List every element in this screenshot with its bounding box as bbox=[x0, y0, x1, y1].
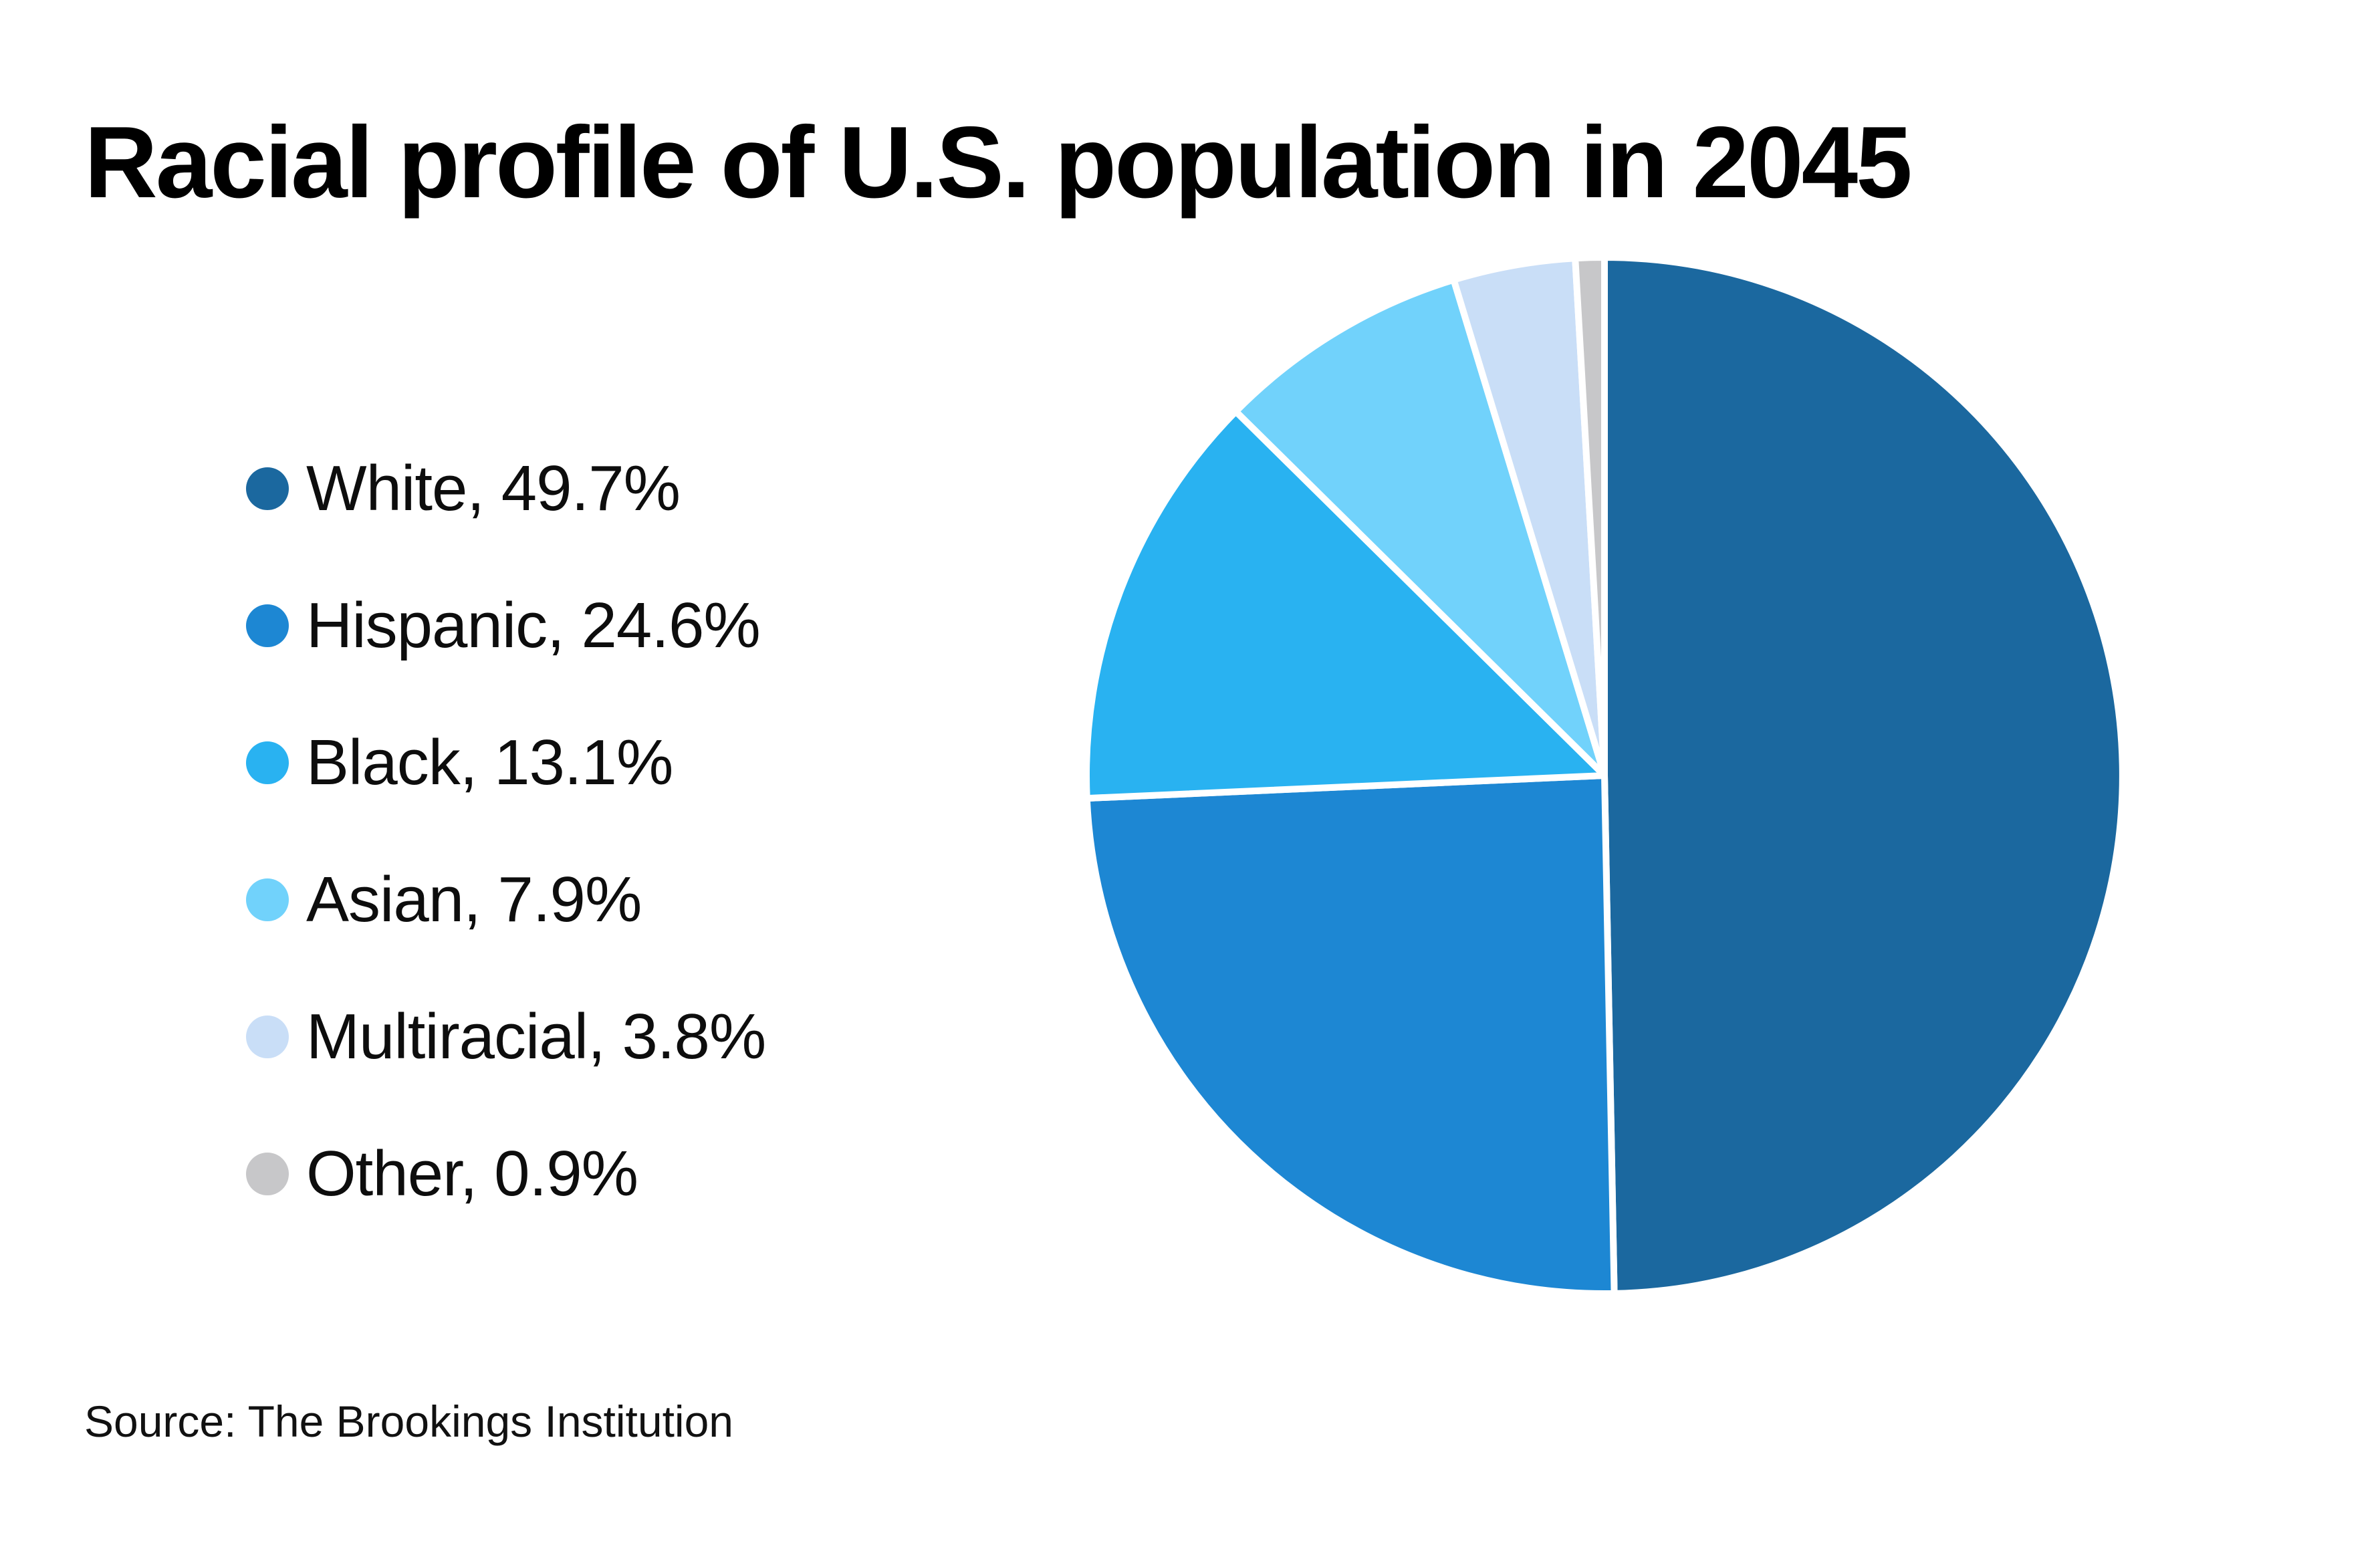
legend-bullet-icon bbox=[246, 878, 289, 921]
legend-item-other: Other, 0.9% bbox=[246, 1105, 765, 1242]
legend-item-asian: Asian, 7.9% bbox=[246, 831, 765, 968]
legend-bullet-icon bbox=[246, 1015, 289, 1058]
pie-slice-hispanic bbox=[1083, 772, 1618, 1297]
pie-slice-asian bbox=[1232, 276, 1608, 779]
legend-label: White, 49.7% bbox=[306, 452, 681, 524]
legend-bullet-icon bbox=[246, 604, 289, 647]
pie-slice-black bbox=[1083, 408, 1608, 802]
legend-label: Hispanic, 24.6% bbox=[306, 589, 761, 661]
legend-item-hispanic: Hispanic, 24.6% bbox=[246, 557, 765, 694]
legend-bullet-icon bbox=[246, 1152, 289, 1195]
source-caption: Source: The Brookings Institution bbox=[84, 1397, 733, 1446]
legend-label: Multiracial, 3.8% bbox=[306, 1000, 766, 1072]
legend-label: Black, 13.1% bbox=[306, 726, 673, 798]
page-title: Racial profile of U.S. population in 204… bbox=[84, 106, 1913, 219]
legend-label: Asian, 7.9% bbox=[306, 863, 642, 935]
pie-slice-other bbox=[1572, 254, 1608, 779]
legend-label: Other, 0.9% bbox=[306, 1137, 638, 1209]
legend-item-white: White, 49.7% bbox=[246, 420, 765, 557]
legend-bullet-icon bbox=[246, 741, 289, 784]
legend: White, 49.7% Hispanic, 24.6% Black, 13.1… bbox=[246, 420, 766, 1242]
legend-bullet-icon bbox=[246, 467, 289, 510]
legend-item-black: Black, 13.1% bbox=[246, 694, 765, 831]
pie-slice-white bbox=[1601, 254, 2126, 1297]
legend-item-multiracial: Multiracial, 3.8% bbox=[246, 968, 766, 1105]
pie-chart bbox=[1083, 254, 2126, 1297]
